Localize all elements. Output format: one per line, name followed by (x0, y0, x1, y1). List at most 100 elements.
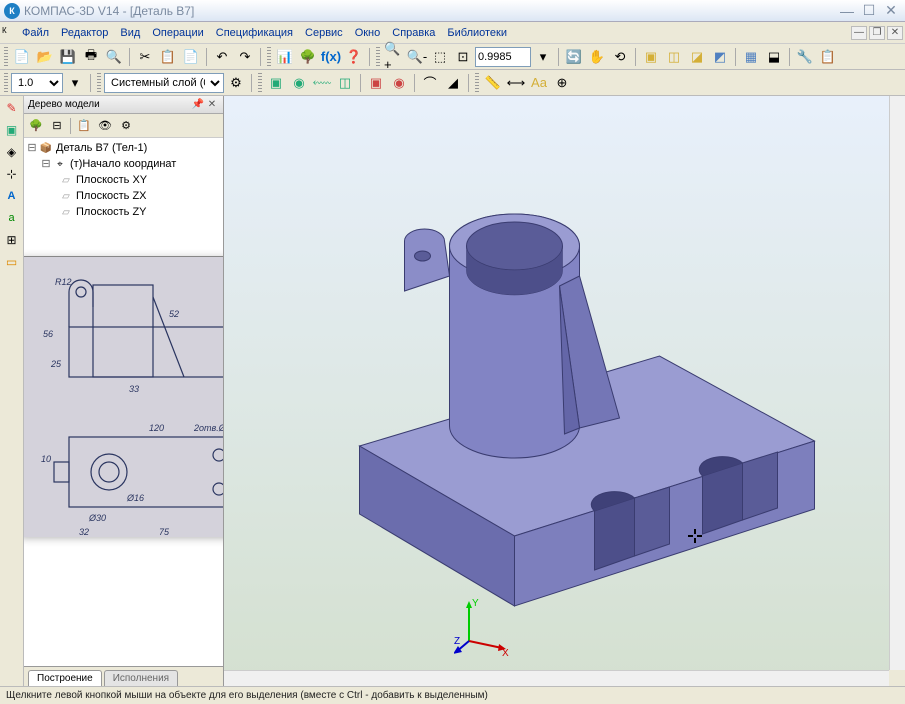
tree-origin-label: (т)Начало координат (70, 158, 176, 170)
rebuild-button[interactable]: 🔧 (794, 46, 816, 68)
wireframe-button[interactable]: ▣ (640, 46, 662, 68)
text-A-button[interactable]: A (2, 186, 22, 206)
title-bar: К КОМПАС-3D V14 - [Деталь В7] — ☐ ✕ (0, 0, 905, 22)
layer-manage-button[interactable]: ⚙ (225, 72, 247, 94)
close-panel-icon[interactable]: ✕ (205, 99, 219, 110)
surface-button[interactable]: ◈ (2, 142, 22, 162)
orbit-button[interactable]: ⟲ (609, 46, 631, 68)
undo-button[interactable]: ↶ (211, 46, 233, 68)
pan-button[interactable]: ✋ (586, 46, 608, 68)
redo-button[interactable]: ↷ (234, 46, 256, 68)
rotate-button[interactable]: 🔄 (563, 46, 585, 68)
menu-help[interactable]: Справка (386, 25, 441, 41)
maximize-button[interactable]: ☐ (859, 3, 879, 19)
dim-button[interactable]: ⟷ (505, 72, 527, 94)
svg-text:2отв.Ø6: 2отв.Ø6 (193, 423, 223, 433)
zoom-fit-button[interactable]: ⊡ (452, 46, 474, 68)
tree-plane-node[interactable]: ▱ Плоскость XY (26, 172, 221, 188)
array-button[interactable]: ⊞ (2, 230, 22, 250)
tree-config-button[interactable]: ⚙ (116, 116, 136, 136)
sweep-button[interactable]: ⬳ (311, 72, 333, 94)
expand-icon[interactable]: ⊟ (26, 141, 38, 155)
close-button[interactable]: ✕ (881, 3, 901, 19)
menu-edit[interactable]: Редактор (55, 25, 114, 41)
print-button[interactable]: 🖶 (80, 46, 102, 68)
measure-button[interactable]: 📏 (482, 72, 504, 94)
zoom-in-button[interactable]: 🔍+ (383, 46, 405, 68)
feature-button[interactable]: ▣ (2, 120, 22, 140)
tree-display-button[interactable]: 👁 (95, 116, 115, 136)
menu-libs[interactable]: Библиотеки (441, 25, 513, 41)
text-a-button[interactable]: a (2, 208, 22, 228)
grip-icon (4, 73, 8, 93)
menu-service[interactable]: Сервис (299, 25, 349, 41)
cut-extrude-button[interactable]: ▣ (365, 72, 387, 94)
tree-body[interactable]: ⊟ 📦 Деталь В7 (Тел-1) ⊟ ⌖ (т)Начало коор… (24, 138, 223, 666)
revolve-button[interactable]: ◉ (288, 72, 310, 94)
toolbar-main: 📄 📂 💾 🖶 🔍 ✂ 📋 📄 ↶ ↷ 📊 🌳 f(x) ❓ 🔍+ 🔍- ⬚ ⊡… (0, 44, 905, 70)
cut-button[interactable]: ✂ (134, 46, 156, 68)
tree-root-node[interactable]: ⊟ 📦 Деталь В7 (Тел-1) (26, 140, 221, 156)
3d-viewport[interactable]: Y X Z (224, 96, 905, 686)
list-button[interactable]: 📋 (817, 46, 839, 68)
menu-window[interactable]: Окно (349, 25, 387, 41)
section-button[interactable]: ⬓ (763, 46, 785, 68)
menu-spec[interactable]: Спецификация (210, 25, 299, 41)
open-button[interactable]: 📂 (34, 46, 56, 68)
tree-collapse-button[interactable]: ⊟ (47, 116, 67, 136)
vertical-scrollbar[interactable] (889, 96, 905, 670)
horizontal-scrollbar[interactable] (224, 670, 889, 686)
pin-icon[interactable]: 📌 (191, 99, 205, 110)
aux-button[interactable]: ⊹ (2, 164, 22, 184)
extrude-button[interactable]: ▣ (265, 72, 287, 94)
tree-origin-node[interactable]: ⊟ ⌖ (т)Начало координат (26, 156, 221, 172)
zoom-factor-input[interactable] (475, 47, 531, 67)
mdi-minimize[interactable]: — (851, 26, 867, 40)
zoom-out-button[interactable]: 🔍- (406, 46, 428, 68)
minimize-button[interactable]: — (837, 3, 857, 19)
layer-select[interactable]: Системный слой (0) (104, 73, 224, 93)
fillet-button[interactable]: ⌒ (419, 72, 441, 94)
expand-icon[interactable]: ⊟ (40, 157, 52, 171)
menu-file[interactable]: Файл (16, 25, 55, 41)
properties-button[interactable]: 📊 (274, 46, 296, 68)
scale-select[interactable]: 1.0 (11, 73, 63, 93)
doc-name: [Деталь В7] (130, 4, 194, 18)
app-name: КОМПАС-3D V14 (24, 4, 119, 18)
sketch-button[interactable]: ✎ (2, 98, 22, 118)
preview-button[interactable]: 🔍 (103, 46, 125, 68)
model-render (224, 96, 905, 686)
new-button[interactable]: 📄 (11, 46, 33, 68)
tree-button[interactable]: 🌳 (297, 46, 319, 68)
perspective-button[interactable]: ▦ (740, 46, 762, 68)
shaded-edges-button[interactable]: ◩ (709, 46, 731, 68)
tree-plane-node[interactable]: ▱ Плоскость ZY (26, 204, 221, 220)
zoom-window-button[interactable]: ⬚ (429, 46, 451, 68)
cut-revolve-button[interactable]: ◉ (388, 72, 410, 94)
mdi-restore[interactable]: ❐ (869, 26, 885, 40)
sheet-button[interactable]: ▭ (2, 252, 22, 272)
loft-button[interactable]: ◫ (334, 72, 356, 94)
tree-props-button[interactable]: 📋 (74, 116, 94, 136)
dropdown-icon[interactable]: ▾ (532, 46, 554, 68)
shaded-button[interactable]: ◪ (686, 46, 708, 68)
tab-exec[interactable]: Исполнения (104, 670, 178, 686)
chamfer-button[interactable]: ◢ (442, 72, 464, 94)
vars-button[interactable]: f(x) (320, 46, 342, 68)
save-button[interactable]: 💾 (57, 46, 79, 68)
menu-operations[interactable]: Операции (146, 25, 209, 41)
hidden-button[interactable]: ◫ (663, 46, 685, 68)
mdi-close[interactable]: ✕ (887, 26, 903, 40)
tree-view-button[interactable]: 🌳 (26, 116, 46, 136)
menu-view[interactable]: Вид (114, 25, 146, 41)
grip-icon (97, 73, 101, 93)
scale-add-button[interactable]: ▾ (64, 72, 86, 94)
copy-button[interactable]: 📋 (157, 46, 179, 68)
tree-plane-node[interactable]: ▱ Плоскость ZX (26, 188, 221, 204)
paste-button[interactable]: 📄 (180, 46, 202, 68)
svg-text:33: 33 (129, 384, 139, 394)
help-arrow-button[interactable]: ❓ (343, 46, 365, 68)
tab-build[interactable]: Построение (28, 670, 102, 686)
note-button[interactable]: Aa (528, 72, 550, 94)
center-button[interactable]: ⊕ (551, 72, 573, 94)
